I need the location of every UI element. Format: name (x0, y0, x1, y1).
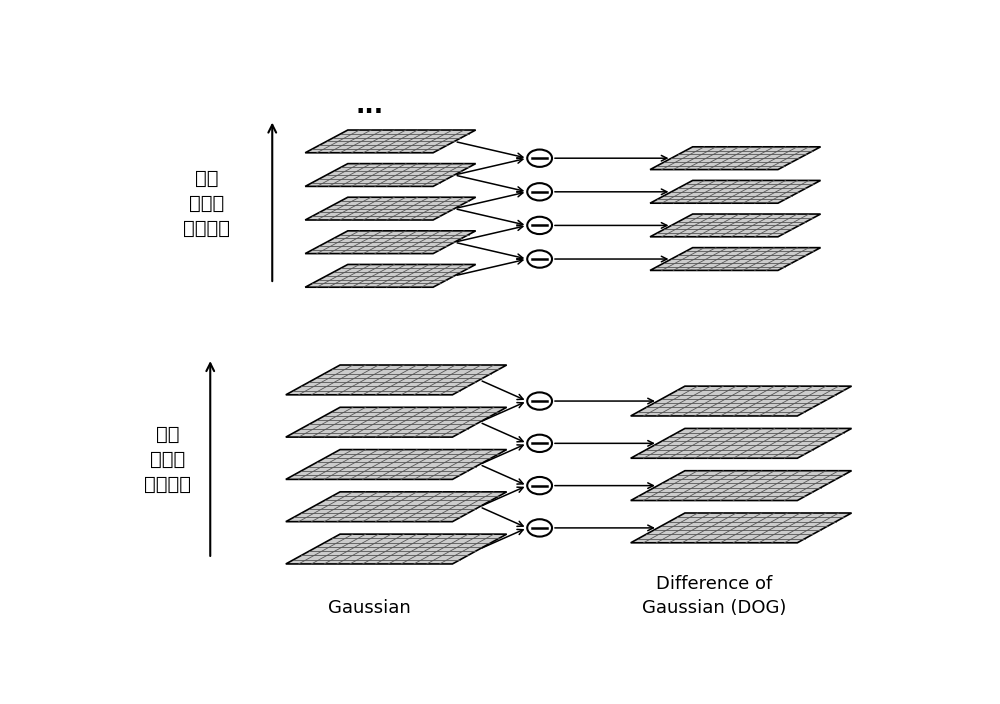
Circle shape (527, 183, 552, 201)
Circle shape (527, 217, 552, 234)
Polygon shape (305, 265, 476, 287)
Polygon shape (286, 450, 507, 479)
Text: 尺度
（第一
子八度）: 尺度 （第一 子八度） (144, 425, 191, 494)
Polygon shape (631, 429, 852, 458)
Polygon shape (650, 147, 821, 170)
Polygon shape (631, 471, 852, 501)
Circle shape (527, 477, 552, 494)
Polygon shape (305, 163, 476, 187)
Circle shape (527, 149, 552, 167)
Polygon shape (305, 130, 476, 153)
Polygon shape (650, 180, 821, 203)
Polygon shape (650, 248, 821, 270)
Text: 尺度
（下一
子八度）: 尺度 （下一 子八度） (183, 169, 230, 238)
Polygon shape (286, 534, 507, 564)
Circle shape (527, 434, 552, 452)
Circle shape (527, 251, 552, 268)
Text: Difference of
Gaussian (DOG): Difference of Gaussian (DOG) (642, 575, 786, 617)
Polygon shape (631, 513, 852, 543)
Polygon shape (305, 231, 476, 253)
Circle shape (527, 392, 552, 410)
Polygon shape (650, 214, 821, 237)
Polygon shape (286, 492, 507, 522)
Circle shape (527, 520, 552, 536)
Polygon shape (286, 408, 507, 437)
Polygon shape (631, 386, 852, 416)
Polygon shape (305, 197, 476, 220)
Text: Gaussian: Gaussian (328, 599, 411, 617)
Text: ...: ... (355, 94, 383, 118)
Polygon shape (286, 365, 507, 395)
